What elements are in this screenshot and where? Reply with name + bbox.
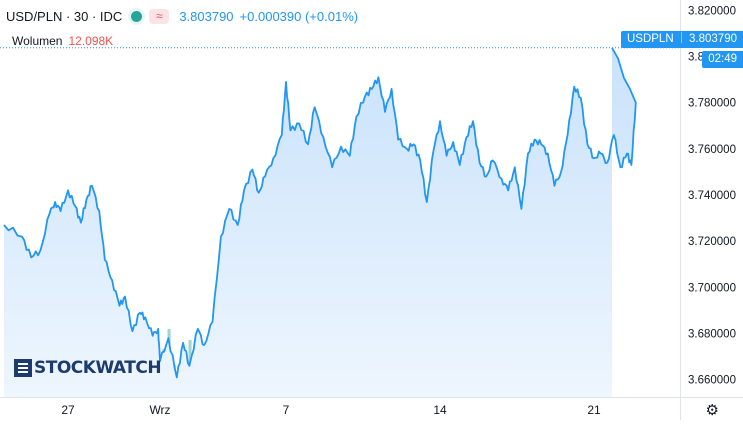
symbol-price-tag: USDPLN 3.803790 <box>620 31 743 48</box>
price-tick-label: 3.660000 <box>688 375 736 387</box>
price-tick-label: 3.820000 <box>688 5 736 17</box>
gear-icon[interactable]: ⚙ <box>705 402 719 419</box>
price-tag-value: 3.803790 <box>689 33 737 45</box>
price-tick-label: 3.760000 <box>688 144 736 156</box>
bar-countdown: 02:49 <box>708 53 737 65</box>
wave-icon: ≈ <box>149 8 170 24</box>
market-status-icon <box>128 7 146 25</box>
volume-value: 12.098K <box>68 34 114 48</box>
price-tick-label: 3.680000 <box>688 329 736 341</box>
time-tick-label: Wrz <box>149 403 170 417</box>
time-axis[interactable]: 27 Wrz 7 14 21 <box>61 403 601 417</box>
stockwatch-logo: STOCKWATCH <box>14 357 162 379</box>
price-tag-symbol: USDPLN <box>626 33 674 45</box>
last-price: 3.803790 <box>179 8 234 24</box>
time-tick-label: 27 <box>61 403 75 417</box>
time-tick-label: 7 <box>283 403 290 417</box>
price-change: +0.000390 (+0.01%) <box>239 8 359 24</box>
volume-label: Wolumen <box>12 34 63 48</box>
price-tick-label: 3.700000 <box>688 282 736 294</box>
price-area <box>4 47 636 398</box>
price-tick-label: 3.780000 <box>688 98 736 110</box>
price-axis[interactable]: 3.660000 3.680000 3.700000 3.720000 3.740000… <box>688 5 736 386</box>
symbol-title[interactable]: USD/PLN · 30 · IDC <box>6 8 123 24</box>
countdown-tag: 02:49 <box>702 51 743 68</box>
stockwatch-logo-text: STOCKWATCH <box>34 358 162 378</box>
price-line <box>3 47 637 379</box>
price-tick-label: 3.740000 <box>688 190 736 202</box>
volume-legend[interactable]: Wolumen 12.098K <box>12 34 113 48</box>
time-tick-label: 14 <box>433 403 447 417</box>
stockwatch-logo-icon <box>14 359 32 377</box>
price-tick-label: 3.720000 <box>688 236 736 248</box>
time-tick-label: 21 <box>587 403 601 417</box>
chart-legend-header: USD/PLN · 30 · IDC ≈ 3.803790 +0.000390 … <box>6 6 358 26</box>
